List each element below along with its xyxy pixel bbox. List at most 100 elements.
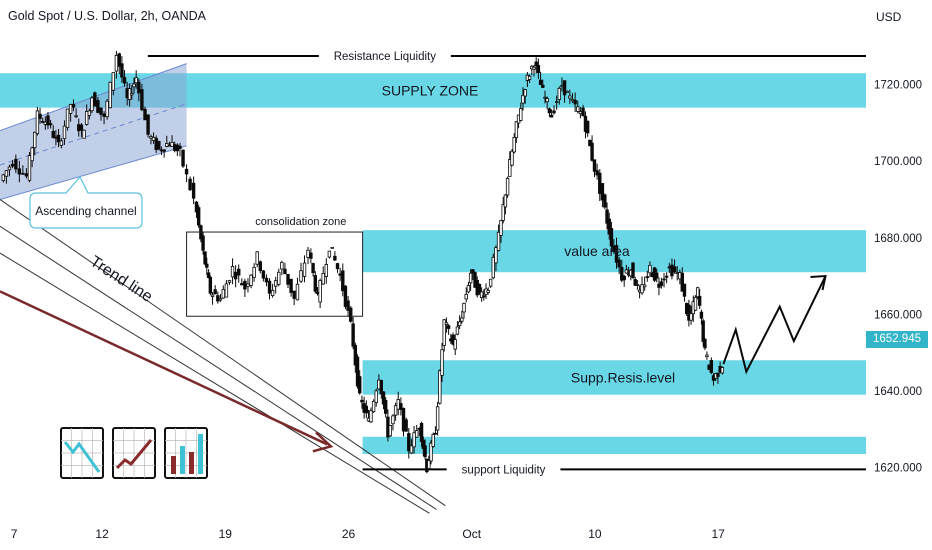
- candle-body: [315, 291, 320, 294]
- candle-body: [374, 390, 378, 403]
- candle-body: [514, 121, 519, 138]
- candle-body: [709, 360, 714, 373]
- candle-body: [333, 255, 337, 261]
- trend-arrow-line: [0, 290, 328, 446]
- candle-body: [111, 72, 116, 91]
- candle-body: [330, 246, 334, 249]
- candle-body: [429, 442, 433, 462]
- candle-body: [534, 61, 538, 67]
- candle-body: [114, 55, 119, 72]
- currency-label: USD: [876, 10, 902, 24]
- candle-body: [399, 403, 403, 410]
- candle-body: [664, 275, 669, 278]
- candle-body: [716, 372, 720, 377]
- candle-body: [360, 399, 364, 403]
- candle-body: [79, 124, 84, 131]
- candle-body: [667, 266, 672, 269]
- candle-body: [132, 83, 136, 88]
- ascending-channel-band: [0, 63, 187, 200]
- candle-body: [167, 144, 172, 147]
- candle-body: [249, 274, 253, 286]
- candle-body: [4, 170, 9, 177]
- candle-body: [208, 276, 213, 294]
- level-label-1: Resistance Liquidity: [334, 51, 437, 63]
- zone-rect-3: [362, 360, 866, 395]
- candle-body: [570, 99, 575, 102]
- zone-label-3: Supp.Resis.level: [571, 369, 675, 385]
- x-tick-label: 19: [219, 527, 233, 541]
- candle-body: [600, 183, 605, 201]
- candle-body: [146, 114, 150, 135]
- candle-body: [299, 270, 303, 282]
- x-tick-label: Oct: [462, 527, 481, 541]
- candle-body: [590, 142, 594, 161]
- candle-body: [695, 287, 700, 298]
- candle-body: [633, 279, 637, 286]
- candle-body: [289, 278, 293, 293]
- candle-body: [412, 432, 416, 448]
- current-price-badge: 1652.945: [866, 331, 928, 348]
- candle-body: [162, 149, 166, 152]
- candle-body: [59, 140, 64, 146]
- candle-body: [442, 319, 446, 346]
- candle-body: [640, 284, 644, 294]
- candle-body: [648, 264, 652, 274]
- candle-body: [462, 302, 466, 313]
- candle-body: [181, 149, 185, 167]
- candle-body: [631, 262, 635, 278]
- zone-rect-4: [362, 436, 866, 455]
- ascending-channel-callout: [29, 175, 143, 229]
- candle-body: [194, 201, 199, 213]
- candle-body: [494, 247, 498, 264]
- x-tick-label: 17: [711, 527, 725, 541]
- candle-body: [355, 356, 360, 387]
- candle-body: [246, 283, 250, 287]
- line-chart-icon: [60, 427, 104, 479]
- candle-body: [407, 433, 411, 452]
- candle-body: [670, 264, 674, 277]
- candle-body: [527, 75, 532, 80]
- candle-body: [468, 272, 473, 284]
- candle-body: [56, 134, 61, 143]
- candle-body: [562, 80, 567, 96]
- candle-body: [243, 280, 247, 290]
- candle-body: [233, 271, 238, 280]
- chart-title: Gold Spot / U.S. Dollar, 2h, OANDA: [8, 9, 206, 23]
- candle-body: [137, 81, 141, 94]
- candle-body: [565, 90, 569, 93]
- candle-body: [349, 307, 353, 322]
- candle-body: [175, 144, 180, 152]
- candle-body: [54, 136, 58, 139]
- candle-body: [552, 110, 556, 114]
- y-tick-label: 1640.000: [874, 386, 922, 398]
- candle-body: [488, 278, 493, 287]
- candle-body: [74, 115, 78, 118]
- candle-body: [40, 121, 45, 123]
- candle-body: [503, 194, 508, 208]
- consolidation-zone-label: consolidation zone: [255, 216, 346, 228]
- candle-body: [433, 432, 438, 435]
- candle-body: [720, 367, 725, 374]
- candle-body: [216, 295, 220, 302]
- candle-body: [388, 425, 393, 437]
- candle-body: [17, 168, 22, 175]
- zone-label-1: SUPPLY ZONE: [382, 82, 479, 98]
- candle-body: [523, 89, 527, 97]
- candle-body: [642, 284, 647, 288]
- candle-body: [364, 405, 369, 414]
- x-tick-label: 12: [95, 527, 109, 541]
- candle-body: [396, 399, 400, 410]
- candle-body: [117, 53, 121, 67]
- candle-body: [65, 108, 70, 128]
- candle-body: [237, 268, 241, 276]
- candle-body: [283, 268, 287, 275]
- candle-body: [662, 278, 666, 281]
- candle-body: [440, 349, 444, 376]
- candle-body: [505, 177, 510, 196]
- candle-body: [21, 172, 25, 175]
- candle-body: [159, 149, 164, 152]
- candle-body: [230, 266, 235, 278]
- candle-body: [423, 445, 427, 458]
